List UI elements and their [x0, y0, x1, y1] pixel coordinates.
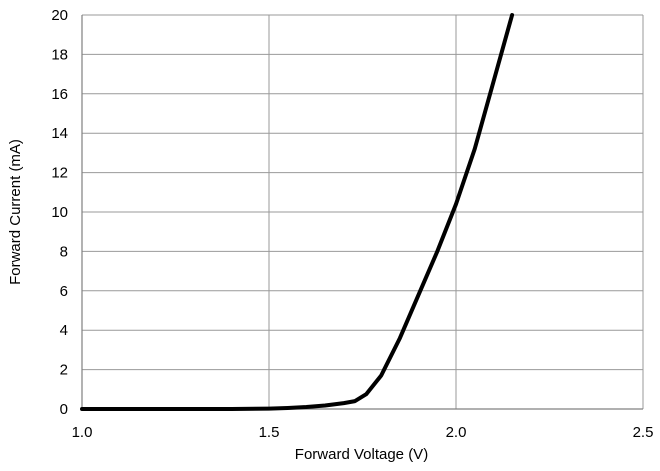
y-tick-label: 6	[60, 283, 68, 300]
y-tick-label: 20	[51, 7, 68, 24]
x-tick-label: 2.5	[633, 424, 654, 441]
tick-labels: 0 2 4 6 8 10 12 14 16 18 20 1.0 1.5 2.0 2.5	[51, 7, 653, 441]
y-tick-label: 10	[51, 204, 68, 221]
y-tick-label: 0	[60, 401, 68, 418]
y-tick-label: 4	[60, 322, 68, 339]
x-tick-label: 1.5	[259, 424, 280, 441]
y-tick-label: 12	[51, 165, 68, 182]
series-layer	[80, 13, 515, 411]
y-tick-label: 16	[51, 86, 68, 103]
y-tick-label: 2	[60, 362, 68, 379]
x-axis-title: Forward Voltage (V)	[295, 446, 428, 463]
y-axis-title: Forward Current (mA)	[7, 139, 24, 285]
x-tick-label: 2.0	[446, 424, 467, 441]
y-tick-label: 14	[51, 125, 68, 142]
y-tick-label: 18	[51, 46, 68, 63]
x-tick-label: 1.0	[72, 424, 93, 441]
series-line	[80, 13, 515, 411]
grid-layer	[81, 14, 644, 410]
y-tick-label: 8	[60, 243, 68, 260]
